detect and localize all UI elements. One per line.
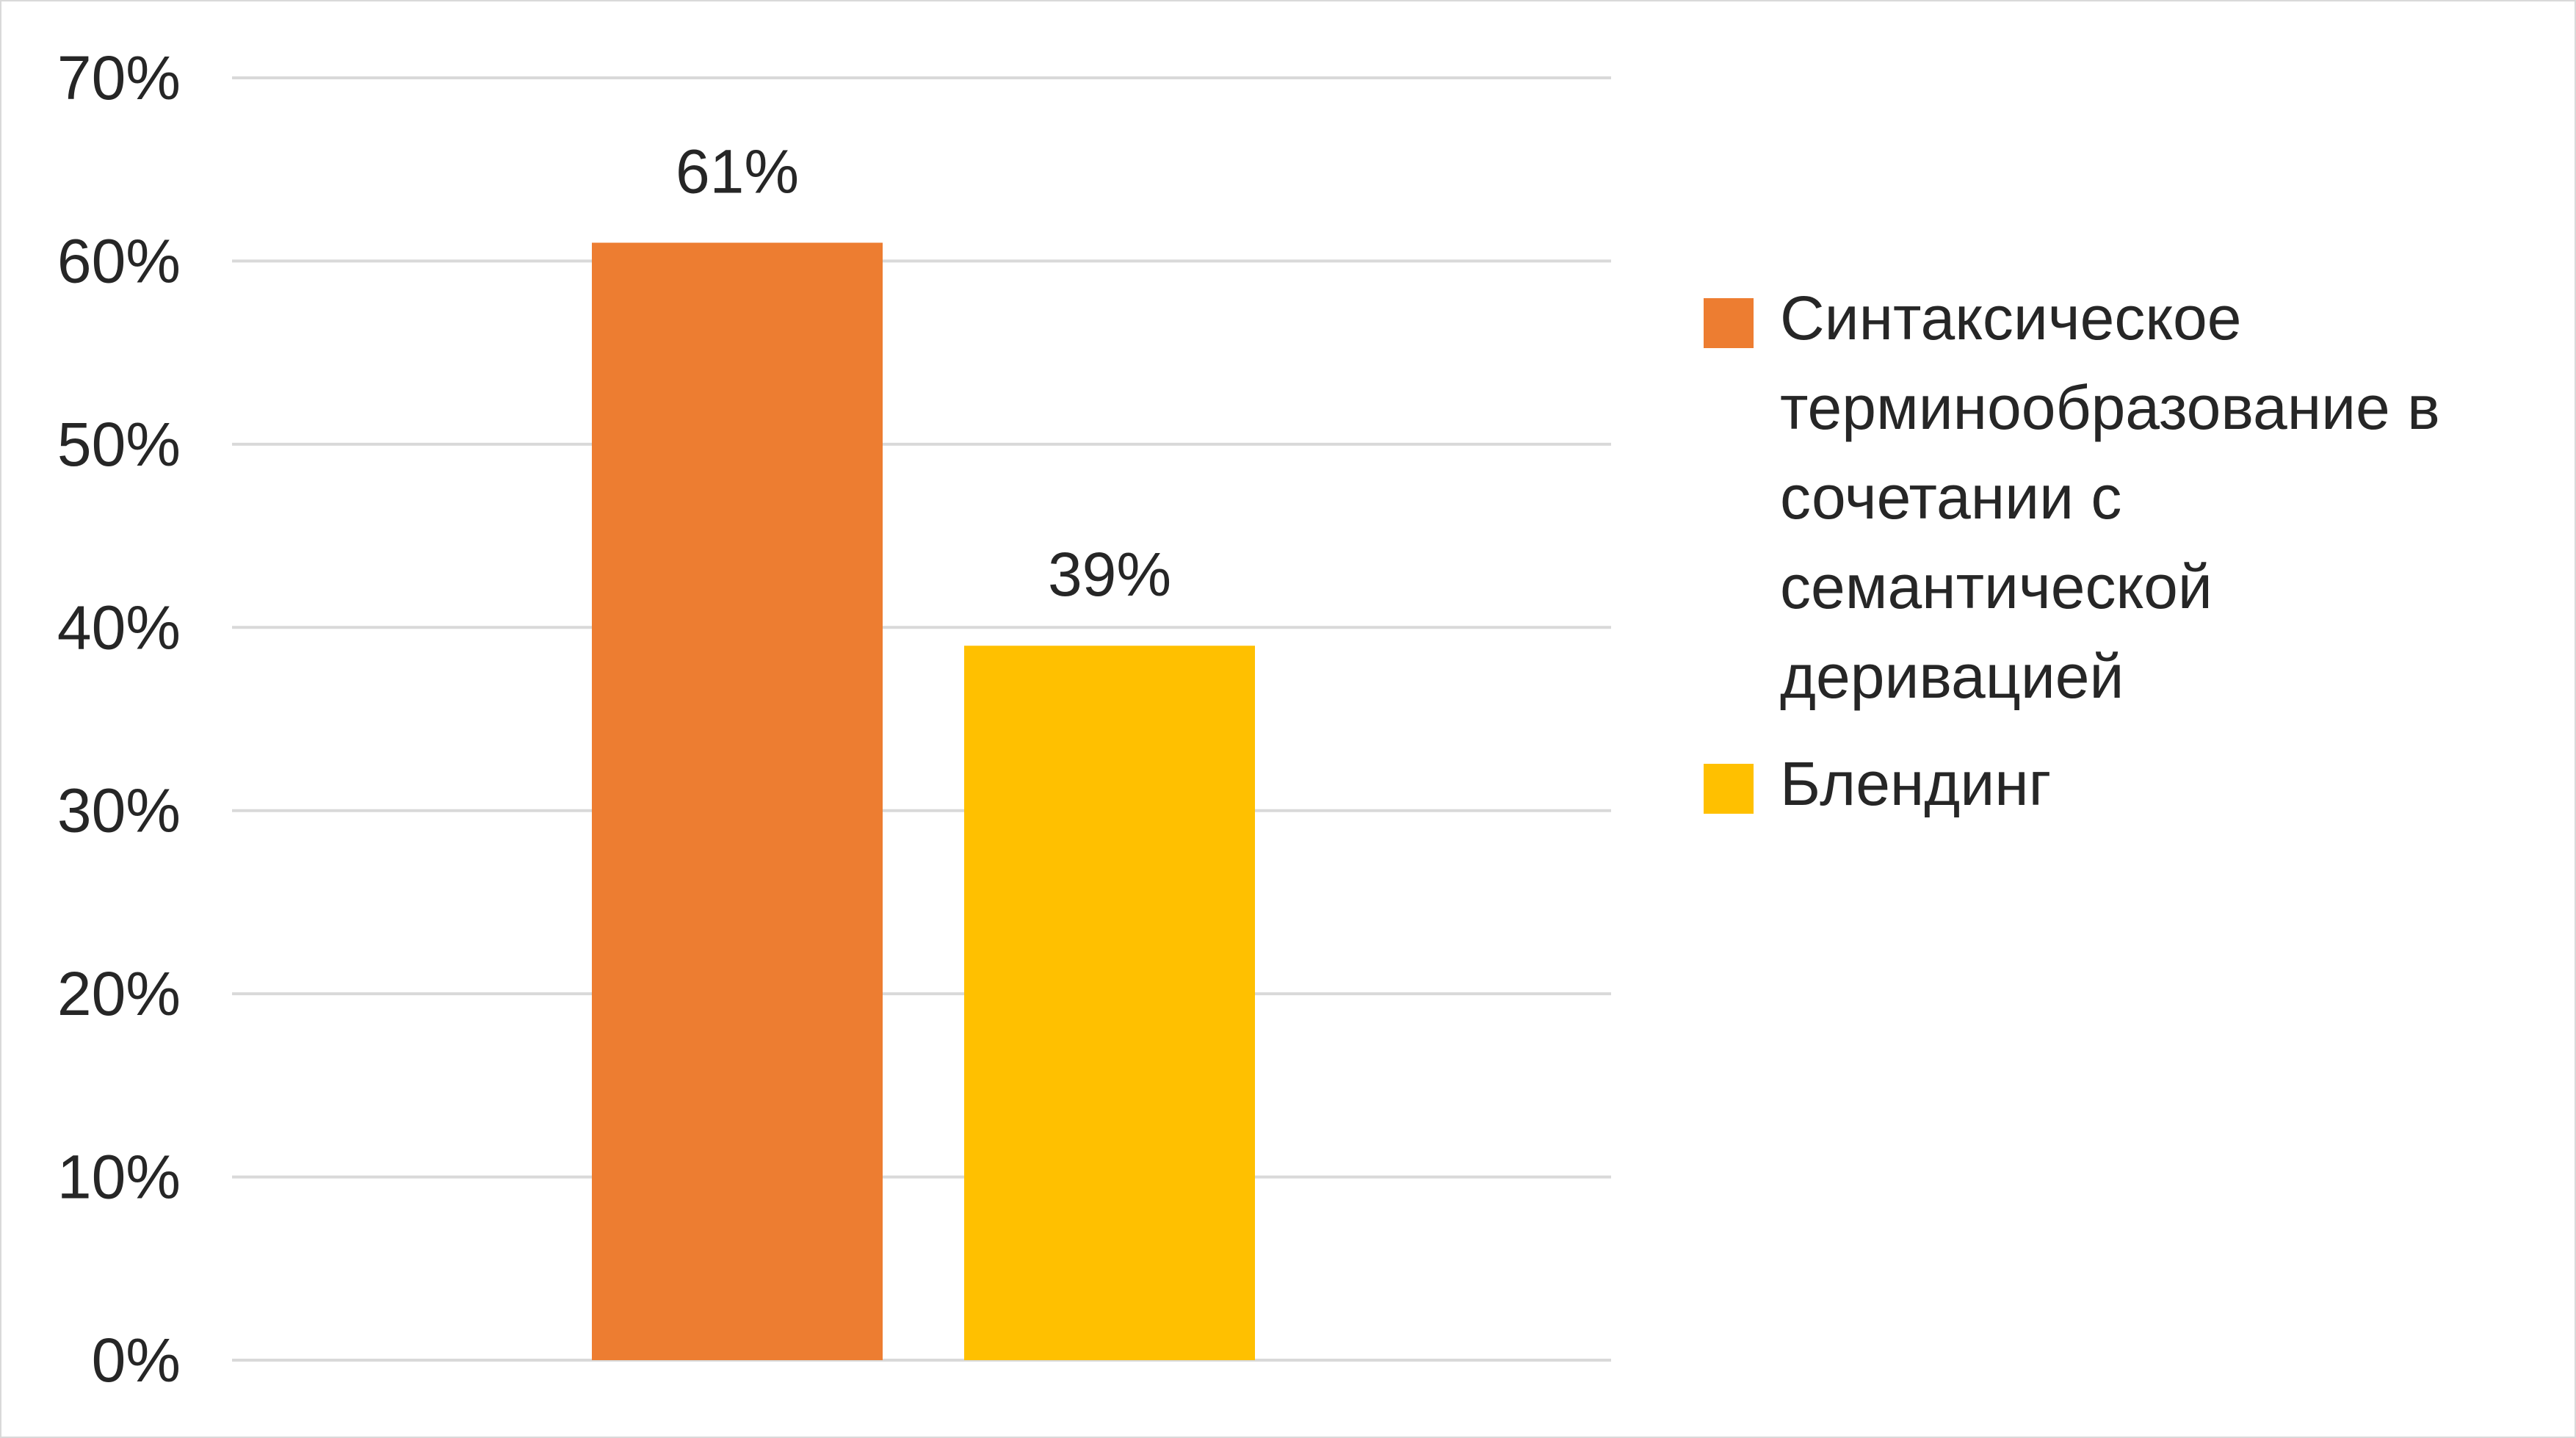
bar-blending (964, 646, 1255, 1360)
data-label-syntactic: 61% (676, 137, 799, 206)
data-labels: 61% 39% (676, 137, 1171, 609)
y-tick-label-1: 10% (57, 1143, 181, 1212)
legend-item-blending: Блендинг (1704, 739, 2563, 828)
legend-swatch-blending (1704, 764, 1754, 814)
legend-swatch-syntactic (1704, 298, 1754, 348)
y-axis-ticks: 0% 10% 20% 30% 40% 50% 60% 70% (57, 43, 181, 1395)
legend-item-syntactic: Синтаксическое терминообразование в соче… (1704, 273, 2563, 721)
bar-syntactic (592, 242, 883, 1360)
y-tick-label-4: 40% (57, 593, 181, 662)
legend: Синтаксическое терминообразование в соче… (1704, 273, 2563, 846)
y-tick-label-6: 60% (57, 226, 181, 295)
y-tick-label-2: 20% (57, 959, 181, 1028)
y-tick-label-3: 30% (57, 776, 181, 845)
gridlines (232, 76, 1611, 1362)
y-tick-label-5: 50% (57, 410, 181, 479)
legend-label-blending: Блендинг (1780, 749, 2052, 818)
bars (592, 242, 1255, 1360)
y-tick-label-0: 0% (92, 1326, 181, 1395)
data-label-blending: 39% (1048, 540, 1171, 609)
legend-label-syntactic: Синтаксическое терминообразование в соче… (1780, 283, 2440, 711)
y-tick-label-7: 70% (57, 43, 181, 112)
